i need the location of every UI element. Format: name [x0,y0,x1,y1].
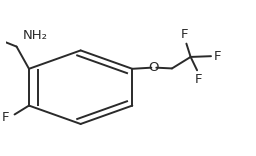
Text: F: F [194,73,202,86]
Text: F: F [181,28,188,41]
Text: F: F [214,50,222,63]
Text: NH₂: NH₂ [23,29,48,42]
Text: O: O [148,61,158,74]
Text: F: F [2,111,9,124]
